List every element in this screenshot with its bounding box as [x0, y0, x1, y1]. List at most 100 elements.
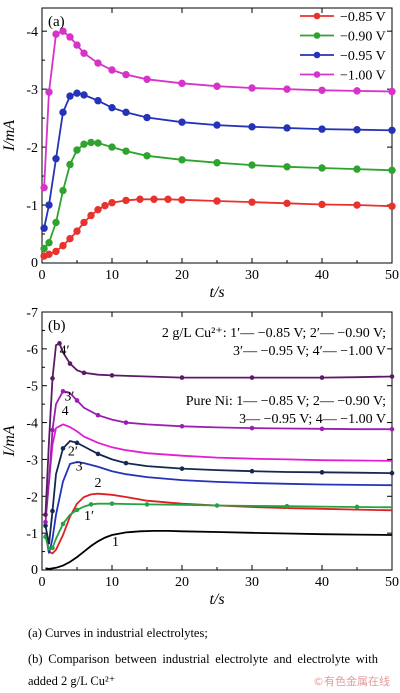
series-point-a-3: [80, 49, 88, 57]
series-point-a-3: [248, 84, 256, 92]
series-point-b-6: [60, 388, 66, 394]
series-point-b-7: [389, 374, 395, 379]
series-point-b-7: [43, 512, 48, 518]
series-point-b-5: [249, 468, 255, 474]
series-point-a-2: [213, 121, 221, 129]
series-line-a-2: [43, 92, 393, 229]
curve-label-2: 3: [76, 459, 83, 474]
panel-b-annotation-ni-line1: Pure Ni: 1— −0.85 V; 2— −0.90 V;: [186, 394, 386, 409]
series-point-b-5: [74, 440, 80, 446]
series-point-a-3: [353, 87, 361, 95]
series-point-b-6: [123, 420, 129, 425]
series-point-a-2: [40, 224, 48, 232]
y-tick-label: -4: [26, 417, 38, 432]
series-point-a-1: [80, 140, 88, 148]
series-point-a-0: [164, 195, 172, 203]
series-point-a-0: [108, 199, 116, 207]
series-point-a-1: [94, 139, 102, 147]
series-point-b-7: [81, 370, 87, 376]
panel-b-annotation-cu-line2: 3′— −0.95 V; 4′— −1.00 V: [233, 344, 386, 359]
panel-b-curve-labels: 1 23 4 1′ 2′ 3′ 4′: [60, 343, 120, 550]
y-tick-label-zero: 0: [31, 563, 38, 578]
series-point-b-6: [389, 426, 395, 432]
series-point-b-7: [249, 375, 255, 380]
series-point-b-7: [67, 361, 73, 366]
series-point-a-3: [59, 27, 67, 35]
series-point-a-0: [101, 201, 109, 210]
panel-a-axis-ticks: 0 10 20 30 40 50 -1 -2 -3 -4 0: [26, 8, 399, 283]
series-point-a-1: [73, 146, 81, 154]
series-point-a-0: [52, 247, 60, 256]
series-point-a-3: [52, 30, 60, 38]
series-point-a-0: [213, 197, 221, 205]
legend-marker-1: [313, 32, 321, 39]
series-point-a-1: [283, 163, 291, 171]
y-tick-label: -3: [26, 453, 38, 468]
panel-b-x-axis-label: t/s: [209, 591, 224, 608]
series-point-a-1: [122, 147, 130, 155]
series-point-a-1: [52, 218, 60, 227]
caption-b: (b) Comparison between industrial electr…: [28, 652, 378, 688]
x-tick-label: 0: [39, 575, 46, 590]
series-point-a-3: [213, 82, 221, 90]
curve-label-0: 1: [112, 535, 119, 550]
series-point-b-4: [74, 507, 80, 513]
series-point-a-0: [318, 200, 326, 209]
series-point-b-6: [74, 398, 80, 403]
series-point-a-1: [388, 166, 396, 174]
series-point-b-4: [60, 521, 66, 527]
panel-a-label: (a): [48, 14, 65, 30]
x-tick-label: 0: [39, 268, 46, 283]
series-point-a-3: [73, 41, 81, 49]
series-point-b-4: [354, 504, 360, 510]
panel-b-y-axis-label: I/mA: [1, 425, 18, 457]
series-line-a-1: [43, 141, 393, 250]
legend-label-2: −0.95 V: [340, 49, 386, 64]
series-point-b-6: [50, 427, 55, 433]
series-line-b-6: [44, 390, 392, 523]
x-tick-label: 50: [385, 575, 399, 590]
series-point-b-7: [50, 376, 55, 381]
series-point-a-0: [388, 202, 396, 210]
series-point-a-1: [108, 143, 116, 151]
series-point-a-1: [66, 160, 74, 169]
y-tick-label: -2: [26, 141, 38, 156]
series-point-a-3: [178, 79, 186, 88]
series-point-b-6: [249, 425, 255, 431]
series-point-b-4: [214, 503, 220, 508]
curve-label-6: 3′: [64, 389, 74, 404]
x-tick-label: 20: [175, 575, 189, 590]
series-point-a-0: [94, 205, 102, 214]
series-point-a-1: [59, 186, 67, 195]
series-line-b-3: [44, 423, 393, 515]
series-point-b-5: [43, 523, 48, 529]
series-point-a-2: [353, 126, 361, 134]
panel-b-annotation-cu-line1: 2 g/L Cu²⁺: 1′— −0.85 V; 2′— −0.90 V;: [162, 326, 386, 341]
series-point-a-0: [80, 218, 88, 227]
series-point-b-6: [179, 423, 185, 429]
series-point-a-1: [45, 239, 53, 247]
series-point-b-7: [319, 375, 325, 380]
series-point-a-0: [248, 198, 256, 206]
curve-label-7: 4′: [60, 343, 70, 358]
curve-label-5: 2′: [68, 445, 78, 460]
series-point-a-1: [213, 159, 221, 167]
legend-marker-3: [313, 71, 321, 78]
panel-a-frame: [41, 7, 393, 264]
panel-b-chart: 0 10 20 30 40 50-1-2-3-4-5-6-70 12341′2′3′4′ …: [1, 306, 399, 608]
series-point-a-1: [143, 152, 151, 160]
series-point-b-6: [43, 519, 48, 525]
legend-marker-0: [313, 12, 321, 20]
series-point-b-5: [179, 466, 185, 471]
panel-b-series: [43, 341, 395, 570]
series-point-b-5: [50, 508, 55, 514]
series-point-b-7: [179, 375, 185, 380]
series-point-a-2: [73, 89, 81, 97]
y-tick-label: -2: [26, 490, 38, 505]
series-point-b-4: [88, 502, 94, 507]
x-tick-label: 10: [105, 575, 119, 590]
y-tick-label: -1: [26, 527, 38, 542]
series-point-a-0: [66, 234, 74, 243]
series-point-a-0: [73, 227, 81, 235]
series-point-a-0: [178, 196, 186, 204]
